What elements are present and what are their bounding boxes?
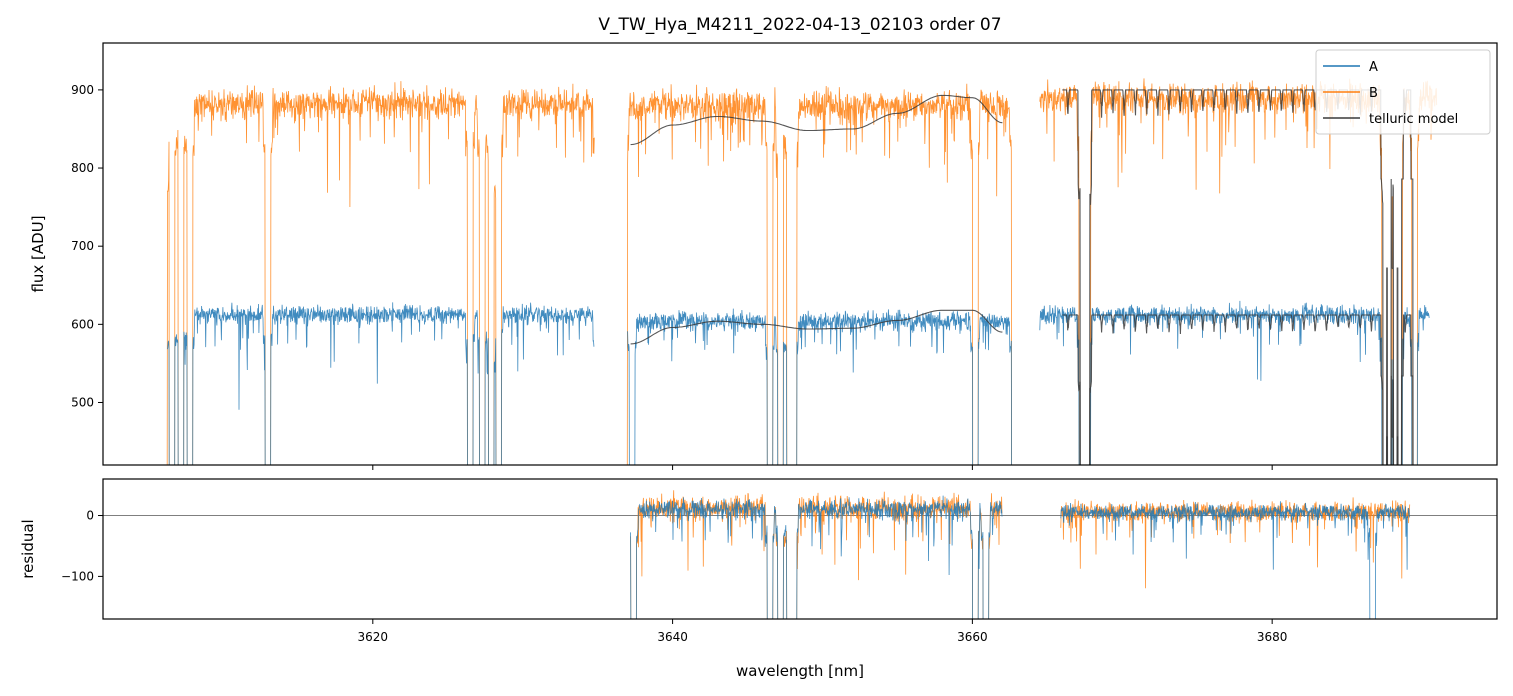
residual-x-ticks: 3620 3640 3660 3680 xyxy=(358,619,1288,644)
flux-panel: 500 600 700 800 900 flux [ADU] xyxy=(29,42,1498,470)
flux-y-ticks: 500 600 700 800 900 xyxy=(71,83,103,409)
residual-y-axis-label: residual xyxy=(19,519,37,578)
residual-a-segment-2 xyxy=(1060,501,1411,619)
flux-y-axis-label: flux [ADU] xyxy=(29,215,47,292)
residual-y-ticks: −100 0 xyxy=(61,509,103,583)
telluric-model-curve-2 xyxy=(630,94,1003,146)
legend-box xyxy=(1315,49,1491,135)
telluric-model-curve-3 xyxy=(1062,314,1414,465)
flux-y-tick-label: 600 xyxy=(71,317,94,331)
flux-plot-area xyxy=(166,78,1438,465)
telluric-model-curve-1 xyxy=(630,309,1003,345)
legend-label-telluric: telluric model xyxy=(1369,112,1458,127)
residual-plot-area xyxy=(103,490,1497,619)
chart-title: V_TW_Hya_M4211_2022-04-13_02103 order 07 xyxy=(598,15,1001,35)
residual-a-segment-1 xyxy=(630,495,1003,619)
flux-y-tick-label: 800 xyxy=(71,161,94,175)
residual-panel: −100 0 3620 3640 3660 3680 residual waveleng… xyxy=(19,478,1498,680)
x-tick-label: 3660 xyxy=(957,630,988,644)
flux-y-tick-label: 700 xyxy=(71,239,94,253)
telluric-model-curve-4 xyxy=(1062,89,1414,465)
flux-x-ticks xyxy=(372,465,1273,470)
flux-y-tick-label: 500 xyxy=(71,395,94,409)
legend-label-b: B xyxy=(1369,86,1378,101)
series-a-segment-1 xyxy=(167,302,595,465)
legend: A B telluric model xyxy=(1315,49,1491,135)
legend-label-a: A xyxy=(1369,60,1378,75)
series-b-segment-1 xyxy=(166,81,595,465)
flux-y-tick-label: 900 xyxy=(71,83,94,97)
residual-panel-frame xyxy=(102,478,1498,620)
x-axis-label: wavelength [nm] xyxy=(736,662,864,680)
flux-panel-frame xyxy=(102,42,1498,466)
x-tick-label: 3680 xyxy=(1257,630,1288,644)
series-a-segment-2 xyxy=(627,308,1012,465)
x-tick-label: 3620 xyxy=(358,630,389,644)
x-tick-label: 3640 xyxy=(657,630,688,644)
residual-y-tick-label: 0 xyxy=(86,509,94,523)
series-b-segment-2 xyxy=(626,83,1013,465)
residual-y-tick-label: −100 xyxy=(61,569,94,583)
